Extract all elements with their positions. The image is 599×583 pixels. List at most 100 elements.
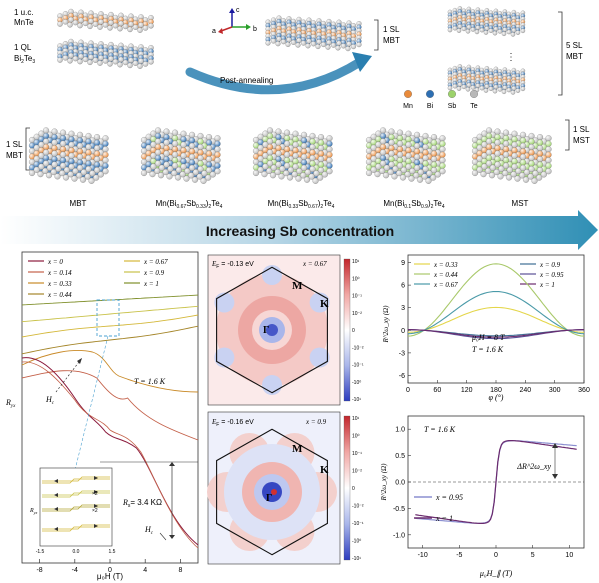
atom-shine (311, 37, 316, 43)
atom-shine (163, 156, 170, 162)
crystal-block-0 (28, 127, 109, 184)
field-ylabel: R^2ω_xy (Ω) (380, 463, 388, 502)
atom-shine (301, 137, 307, 144)
atom-shine (520, 142, 526, 149)
colorbar-tick: -10⁻¹ (352, 521, 364, 527)
atom-shine (163, 161, 170, 168)
atom-shine (316, 32, 322, 38)
atom-shine (511, 136, 518, 143)
atom-shine (197, 144, 204, 150)
atom-shine (68, 152, 75, 159)
crystal-label-x067: Mn(Bi0.33Sb0.67)2Te4 (268, 199, 335, 210)
atom-shine (502, 85, 507, 90)
atom-shine (502, 27, 507, 32)
atom-shine (452, 26, 458, 31)
atom-shine (545, 157, 552, 164)
atom-shine (388, 150, 395, 157)
atom-shine (292, 147, 299, 154)
atom-shine (351, 37, 356, 42)
atom-shine (511, 152, 518, 159)
atom-shine (321, 38, 326, 44)
atom-shine (189, 164, 195, 171)
atom-shine (520, 153, 526, 160)
atom-shine (275, 128, 282, 135)
atom-shine (206, 139, 212, 146)
atom-shine (117, 26, 123, 32)
colorbar-tick: 0 (352, 328, 355, 334)
atom-shine (306, 21, 312, 26)
atom-shine (461, 84, 467, 89)
atom-shine (85, 138, 92, 145)
atom-shine (102, 140, 109, 147)
angle-ytick-label: 9 (401, 260, 405, 267)
atom-shine (197, 166, 204, 172)
atom-shine (127, 62, 133, 68)
ryx-legend-label: x = 0.9 (143, 269, 165, 277)
atom-shine (422, 166, 429, 172)
atom-shine (388, 156, 395, 162)
atom-shine (138, 22, 144, 28)
atom-shine (68, 17, 74, 23)
atom-shine (72, 15, 79, 22)
atom-shine (321, 21, 326, 26)
fs-pocket (214, 292, 235, 313)
atom-shine (77, 58, 83, 65)
atom-shine (78, 13, 84, 19)
crystal-block-4 (471, 127, 552, 184)
atom-shine (180, 147, 187, 154)
atom-shine (326, 146, 333, 153)
field-temp: T = 1.6 K (424, 425, 456, 434)
atom-shine (346, 41, 352, 47)
field-ytick-label: 1.0 (395, 427, 405, 434)
atom-shine (92, 21, 99, 27)
field-ytick-label: 0.0 (395, 480, 405, 487)
atom-shine (197, 138, 204, 145)
atom-shine (271, 35, 276, 40)
atom-shine (494, 128, 501, 135)
atom-shine (267, 127, 273, 134)
fs1-m: M (292, 280, 303, 292)
atom-shine (189, 153, 195, 160)
atom-shine (102, 135, 109, 142)
atom-shine (132, 20, 139, 26)
atom-shine (214, 151, 221, 158)
atom-shine (276, 15, 282, 21)
atom-shine (345, 46, 351, 51)
fs1-k: K (320, 298, 329, 310)
atom-shine (57, 17, 63, 23)
atom-shine (503, 157, 509, 164)
atom-shine (439, 140, 446, 147)
atom-shine (346, 20, 352, 26)
atom-shine (414, 159, 420, 166)
svg-text:Hc: Hc (45, 395, 55, 406)
angle-series (407, 306, 585, 333)
atom-shine (494, 161, 501, 168)
atom-shine (118, 16, 124, 23)
atom-shine (326, 151, 333, 158)
atom-shine (92, 17, 99, 23)
atom-shine (148, 23, 154, 29)
atom-shine (292, 158, 299, 165)
atom-shine (122, 19, 129, 26)
atom-shine (138, 58, 144, 64)
field-ytick-label: 0.5 (395, 453, 405, 460)
atom-shine (108, 20, 114, 26)
atom-shine (414, 164, 420, 171)
fs-pocket (262, 375, 282, 395)
atom-shine (206, 145, 212, 152)
atom-shine (284, 157, 290, 164)
atom-shine (265, 23, 271, 28)
atom-shine (206, 161, 212, 168)
atom-shine (88, 14, 94, 20)
atom-shine (102, 22, 109, 28)
atom-shine (306, 17, 312, 23)
atom-shine (78, 53, 84, 59)
atom-shine (318, 167, 324, 174)
colorbar-tick: -10¹ (352, 397, 361, 403)
atom-shine (528, 166, 535, 172)
fs1-gamma: Γ (263, 325, 269, 336)
row2-right-label-1: 1 SL (573, 125, 590, 134)
atom-shine (494, 156, 501, 162)
atom-shine (336, 26, 342, 32)
atom-shine (291, 22, 296, 28)
